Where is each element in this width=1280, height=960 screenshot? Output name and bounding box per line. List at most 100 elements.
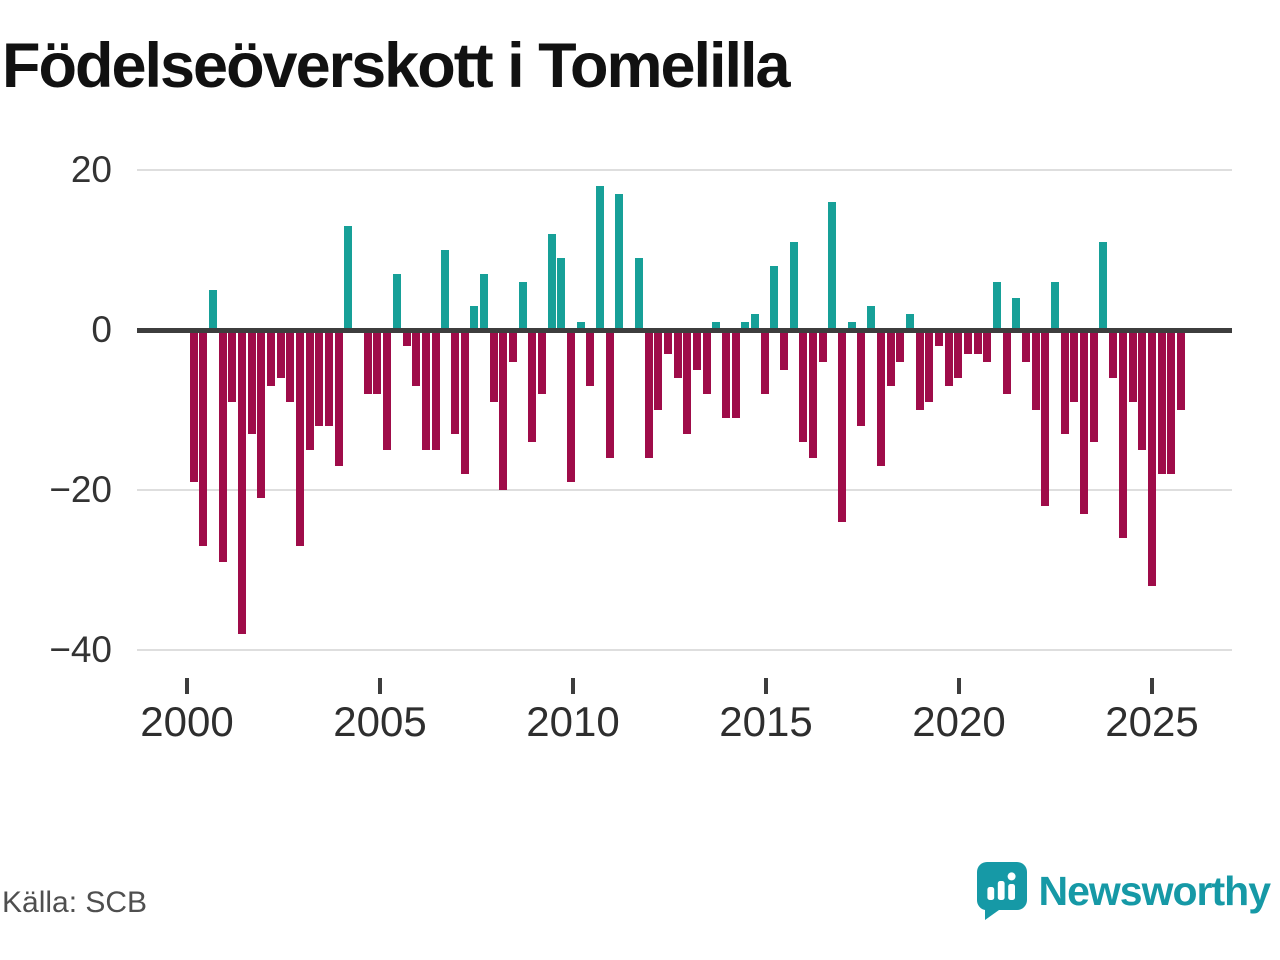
bar-2009Q3 bbox=[557, 258, 566, 330]
bar-2006Q3 bbox=[441, 250, 450, 330]
y-tick-label-20: 20 bbox=[70, 149, 112, 190]
x-tick-label-2005: 2005 bbox=[333, 698, 427, 745]
x-tick-2010 bbox=[571, 678, 575, 694]
bar-2015Q2 bbox=[780, 330, 788, 370]
newsworthy-logo-text: Newsworthy bbox=[1038, 867, 1271, 914]
bar-2025Q1 bbox=[1157, 330, 1166, 474]
bar-2018Q2 bbox=[896, 330, 905, 362]
bar-2025Q3 bbox=[1176, 330, 1185, 410]
bar-2007Q4 bbox=[489, 330, 498, 402]
bar-2010Q1 bbox=[576, 322, 585, 330]
bar-2023Q3 bbox=[1099, 242, 1108, 330]
x-tick-2025 bbox=[1150, 678, 1154, 694]
zero-axis-line bbox=[137, 328, 1232, 333]
bar-2025Q2 bbox=[1167, 330, 1176, 474]
bar-2014Q4 bbox=[760, 330, 769, 394]
bar-2002Q4 bbox=[296, 330, 304, 546]
bar-2024Q2 bbox=[1128, 330, 1137, 402]
bar-2007Q1 bbox=[460, 330, 469, 474]
bar-2013Q2 bbox=[702, 330, 711, 394]
gridline--20 bbox=[137, 489, 1232, 491]
x-tick-label-2020: 2020 bbox=[912, 698, 1006, 745]
bar-2017Q2 bbox=[857, 330, 866, 426]
bar-2003Q4 bbox=[334, 330, 343, 466]
bar-2012Q1 bbox=[654, 330, 663, 410]
bar-2003Q1 bbox=[305, 330, 314, 450]
bar-2011Q4 bbox=[644, 330, 653, 458]
x-tick-label-2000: 2000 bbox=[140, 698, 234, 745]
bar-2002Q1 bbox=[266, 330, 275, 386]
bar-2015Q4 bbox=[799, 330, 808, 442]
bar-2012Q4 bbox=[683, 330, 692, 434]
bar-2013Q4 bbox=[721, 330, 730, 418]
bar-2007Q3 bbox=[479, 274, 488, 330]
x-tick-2015 bbox=[764, 678, 768, 694]
gridline--40 bbox=[137, 649, 1232, 651]
bar-2021Q4 bbox=[1031, 330, 1040, 410]
bar-2000Q3 bbox=[208, 290, 217, 330]
bar-2022Q1 bbox=[1041, 330, 1050, 506]
bar-2004Q4 bbox=[373, 330, 382, 394]
bar-2020Q2 bbox=[973, 330, 982, 354]
bar-2007Q2 bbox=[470, 306, 479, 330]
bar-2014Q2 bbox=[741, 322, 750, 330]
source-label: Källa: SCB bbox=[2, 886, 148, 919]
bar-2001Q4 bbox=[257, 330, 266, 498]
bar-2003Q2 bbox=[315, 330, 324, 426]
bar-2011Q1 bbox=[615, 194, 624, 330]
bar-2019Q4 bbox=[954, 330, 963, 378]
bar-2008Q2 bbox=[508, 330, 517, 362]
x-tick-2020 bbox=[957, 678, 961, 694]
bar-2023Q2 bbox=[1089, 330, 1098, 442]
bar-2006Q2 bbox=[431, 330, 440, 450]
bar-2009Q4 bbox=[567, 330, 575, 482]
bar-2003Q3 bbox=[325, 330, 333, 426]
bar-2004Q3 bbox=[363, 330, 372, 394]
bar-2020Q3 bbox=[983, 330, 992, 362]
chart-title: Födelseöverskott i Tomelilla bbox=[2, 31, 791, 101]
x-tick-2005 bbox=[378, 678, 382, 694]
bar-2013Q1 bbox=[692, 330, 701, 370]
bar-2021Q1 bbox=[1002, 330, 1011, 394]
bar-2021Q2 bbox=[1012, 298, 1021, 330]
bar-2022Q3 bbox=[1060, 330, 1069, 434]
bar-2008Q3 bbox=[518, 282, 527, 330]
bar-2002Q2 bbox=[276, 330, 285, 378]
bar-2015Q3 bbox=[789, 242, 798, 330]
bar-2023Q1 bbox=[1080, 330, 1089, 514]
bar-2009Q1 bbox=[538, 330, 546, 394]
gridline-20 bbox=[137, 169, 1232, 171]
bar-2009Q2 bbox=[547, 234, 556, 330]
x-tick-label-2025: 2025 bbox=[1105, 698, 1199, 745]
bar-2012Q3 bbox=[673, 330, 682, 378]
bar-2006Q1 bbox=[421, 330, 430, 450]
bar-2021Q3 bbox=[1022, 330, 1030, 362]
bar-2019Q1 bbox=[925, 330, 934, 402]
bar-2017Q4 bbox=[876, 330, 885, 466]
bar-2015Q1 bbox=[770, 266, 779, 330]
bar-2014Q3 bbox=[750, 314, 759, 330]
bar-2001Q1 bbox=[228, 330, 237, 402]
bar-2022Q4 bbox=[1070, 330, 1079, 402]
bar-2008Q1 bbox=[499, 330, 508, 490]
bar-2022Q2 bbox=[1051, 282, 1059, 330]
bar-2000Q1 bbox=[189, 330, 198, 482]
bar-2013Q3 bbox=[712, 322, 721, 330]
bar-2017Q3 bbox=[867, 306, 876, 330]
bar-2005Q1 bbox=[383, 330, 392, 450]
bar-2018Q4 bbox=[915, 330, 924, 410]
y-tick-label-0: 0 bbox=[91, 309, 112, 350]
bar-2019Q3 bbox=[944, 330, 953, 386]
bar-2002Q3 bbox=[286, 330, 295, 402]
bar-2018Q3 bbox=[905, 314, 914, 330]
x-tick-label-2010: 2010 bbox=[526, 698, 620, 745]
bar-2016Q2 bbox=[818, 330, 827, 362]
bar-2020Q1 bbox=[963, 330, 972, 354]
bar-2000Q4 bbox=[218, 330, 227, 562]
bar-2001Q3 bbox=[247, 330, 256, 434]
bar-2010Q2 bbox=[586, 330, 595, 386]
newsworthy-logo-icon bbox=[976, 862, 1027, 920]
bar-2004Q1 bbox=[344, 226, 353, 330]
bar-2019Q2 bbox=[934, 330, 943, 346]
bar-2014Q1 bbox=[731, 330, 740, 418]
